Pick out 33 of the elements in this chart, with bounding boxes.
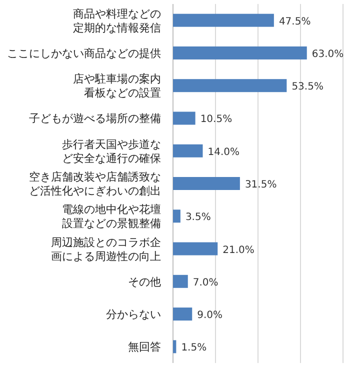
bar bbox=[173, 14, 274, 27]
y-tick-label: その他 bbox=[128, 275, 161, 288]
y-tick-label: 電線の地中化や花壇設置などの景観整備 bbox=[62, 203, 161, 230]
y-tick-label: 空き店舗改装や店舗誘致など活性化やにぎわいの創出 bbox=[29, 170, 161, 198]
data-label: 31.5% bbox=[244, 180, 277, 190]
y-tick-label: 店や駐車場の案内看板などの設置 bbox=[73, 72, 161, 100]
y-tick-label: 無回答 bbox=[128, 340, 161, 354]
data-label: 53.5% bbox=[292, 82, 324, 93]
y-tick-label: 周辺施設とのコラボ企画による周遊性の向上 bbox=[51, 236, 161, 263]
bar bbox=[173, 274, 188, 288]
bar bbox=[173, 177, 240, 190]
bar bbox=[173, 112, 196, 125]
y-tick-label: 子どもが遊べる場所の整備 bbox=[29, 112, 161, 126]
y-tick-label: 商品や料理などの定期的な情報発信 bbox=[73, 7, 161, 34]
data-label: 7.0% bbox=[192, 277, 218, 288]
data-label: 3.5% bbox=[185, 212, 211, 224]
bar bbox=[173, 46, 307, 60]
data-label: 10.5% bbox=[200, 114, 232, 126]
data-label: 47.5% bbox=[278, 16, 311, 28]
y-tick-label: 分からない bbox=[106, 308, 161, 322]
bar bbox=[173, 242, 218, 256]
data-label: 21.0% bbox=[222, 244, 254, 256]
bar bbox=[173, 210, 180, 223]
bar bbox=[173, 340, 176, 354]
data-label: 63.0% bbox=[312, 48, 344, 60]
y-tick-label: 歩行者天国や歩道など安全な通行の確保 bbox=[62, 138, 161, 165]
bar bbox=[173, 308, 192, 321]
data-label: 14.0% bbox=[208, 146, 240, 158]
data-label: 9.0% bbox=[197, 310, 223, 322]
data-label: 1.5% bbox=[181, 342, 207, 354]
bar bbox=[173, 79, 287, 92]
y-tick-label: ここにしかない商品などの提供 bbox=[7, 46, 161, 60]
bar bbox=[173, 144, 203, 158]
